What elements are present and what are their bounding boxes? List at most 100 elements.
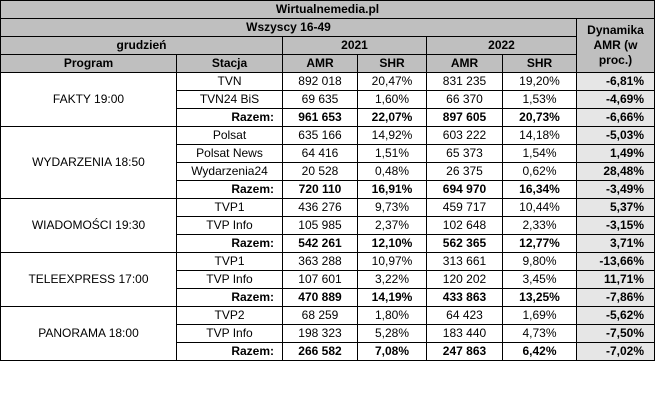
amr-2022-cell: 66 370: [426, 90, 503, 109]
table-body: FAKTY 19:00 TVN 892 018 20,47% 831 235 19,20%…: [0, 72, 655, 361]
total-shr-2022-cell: 6,42%: [502, 342, 577, 361]
dynamics-cell: -5,62%: [575, 306, 655, 325]
amr-2021-cell: 363 288: [282, 252, 358, 271]
table-row: PANORAMA 18:00 TVP2 68 259 1,80% 64 423 1,69%…: [0, 306, 655, 361]
amr-2021-cell: 635 166: [282, 126, 358, 145]
amr-2022-cell: 26 375: [426, 162, 503, 181]
total-shr-2022-cell: 20,73%: [502, 108, 577, 127]
station-cell: TVP Info: [176, 270, 283, 289]
total-amr-2022-cell: 433 863: [426, 288, 503, 307]
total-amr-2021-cell: 470 889: [282, 288, 358, 307]
shr-2021-cell: 2,37%: [357, 216, 427, 235]
amr-2021-cell: 68 259: [282, 306, 358, 325]
shr-2021-cell: 1,51%: [357, 144, 427, 163]
dynamics-cell: -3,15%: [575, 216, 655, 235]
dynamics-cell: -6,81%: [575, 72, 655, 91]
shr-2021-cell: 14,92%: [357, 126, 427, 145]
shr-2021-cell: 1,60%: [357, 90, 427, 109]
total-amr-2022-cell: 247 863: [426, 342, 503, 361]
amr-2021-cell: 20 528: [282, 162, 358, 181]
amr-2021-column-header: AMR: [282, 54, 358, 73]
amr-2022-column-header: AMR: [426, 54, 503, 73]
table-row: WIADOMOŚCI 19:30 TVP1 436 276 9,73% 459 717 1…: [0, 198, 655, 253]
dynamics-cell: 1,49%: [575, 144, 655, 163]
program-name-cell: TELEEXPRESS 17:00: [0, 252, 177, 307]
amr-2022-cell: 102 648: [426, 216, 503, 235]
amr-2021-cell: 436 276: [282, 198, 358, 217]
station-cell: TVN24 BiS: [176, 90, 283, 109]
total-amr-2022-cell: 897 605: [426, 108, 503, 127]
dynamics-cell: -5,03%: [575, 126, 655, 145]
table-row: TELEEXPRESS 17:00 TVP1 363 288 10,97% 313 66…: [0, 252, 655, 307]
shr-2021-cell: 20,47%: [357, 72, 427, 91]
year-2022-header: 2022: [426, 36, 577, 55]
total-shr-2022-cell: 12,77%: [502, 234, 577, 253]
station-column-header: Stacja: [176, 54, 283, 73]
amr-2021-cell: 69 635: [282, 90, 358, 109]
amr-2022-cell: 603 222: [426, 126, 503, 145]
total-shr-2021-cell: 22,07%: [357, 108, 427, 127]
total-label-cell: Razem:: [176, 342, 283, 361]
program-name-cell: WIADOMOŚCI 19:30: [0, 198, 177, 253]
shr-2021-cell: 5,28%: [357, 324, 427, 343]
amr-2021-cell: 892 018: [282, 72, 358, 91]
dynamics-cell: -13,66%: [575, 252, 655, 271]
shr-2022-cell: 10,44%: [502, 198, 577, 217]
amr-2021-cell: 198 323: [282, 324, 358, 343]
shr-2022-cell: 4,73%: [502, 324, 577, 343]
shr-2021-cell: 1,80%: [357, 306, 427, 325]
table-row: TVN24 BiS 69 635 1,60% 66 370 1,53% -4,69%: [1, 90, 655, 109]
table-title: Wirtualnemedia.pl: [0, 0, 655, 19]
dynamics-cell: 11,71%: [575, 270, 655, 289]
shr-2022-cell: 2,33%: [502, 216, 577, 235]
total-label-cell: Razem:: [176, 108, 283, 127]
station-cell: TVP Info: [176, 324, 283, 343]
shr-2022-cell: 1,53%: [502, 90, 577, 109]
table-row: WYDARZENIA 18:50 Polsat 635 166 14,92% 603 2…: [0, 126, 655, 199]
program-name-cell: WYDARZENIA 18:50: [0, 126, 177, 199]
total-amr-2021-cell: 961 653: [282, 108, 358, 127]
table-row: FAKTY 19:00 TVN 892 018 20,47% 831 235 19,20%…: [0, 72, 655, 127]
shr-2021-cell: 3,22%: [357, 270, 427, 289]
table-subtitle: Wszyscy 16-49: [0, 18, 577, 37]
total-dynamics-cell: -6,66%: [575, 108, 655, 127]
total-label-cell: Razem:: [176, 180, 283, 199]
amr-2022-cell: 120 202: [426, 270, 503, 289]
total-amr-2021-cell: 266 582: [282, 342, 358, 361]
amr-2021-cell: 107 601: [282, 270, 358, 289]
table-row: TVP Info 105 985 2,37% 102 648 2,33% -3,15%: [1, 216, 655, 235]
amr-2021-cell: 105 985: [282, 216, 358, 235]
shr-2022-cell: 9,80%: [502, 252, 577, 271]
shr-2022-cell: 19,20%: [502, 72, 577, 91]
total-amr-2022-cell: 694 970: [426, 180, 503, 199]
dynamics-header: Dynamika AMR (w proc.): [575, 18, 655, 73]
station-cell: TVN: [176, 72, 283, 91]
shr-2021-column-header: SHR: [357, 54, 427, 73]
station-cell: Polsat: [176, 126, 283, 145]
total-dynamics-cell: -7,86%: [575, 288, 655, 307]
amr-2022-cell: 65 373: [426, 144, 503, 163]
station-cell: TVP1: [176, 198, 283, 217]
amr-2022-cell: 64 423: [426, 306, 503, 325]
amr-2022-cell: 831 235: [426, 72, 503, 91]
dynamics-cell: 5,37%: [575, 198, 655, 217]
station-cell: TVP Info: [176, 216, 283, 235]
total-dynamics-cell: -7,02%: [575, 342, 655, 361]
total-row: Razem: 470 889 14,19% 433 863 13,25% -7,86%: [1, 288, 655, 307]
total-shr-2021-cell: 12,10%: [357, 234, 427, 253]
shr-2021-cell: 0,48%: [357, 162, 427, 181]
dynamics-cell: -4,69%: [575, 90, 655, 109]
amr-2022-cell: 313 661: [426, 252, 503, 271]
total-amr-2021-cell: 542 261: [282, 234, 358, 253]
program-name-cell: FAKTY 19:00: [0, 72, 177, 127]
amr-2022-cell: 183 440: [426, 324, 503, 343]
program-column-header: Program: [0, 54, 177, 73]
station-cell: Polsat News: [176, 144, 283, 163]
total-shr-2021-cell: 16,91%: [357, 180, 427, 199]
total-shr-2022-cell: 13,25%: [502, 288, 577, 307]
year-2021-header: 2021: [282, 36, 427, 55]
total-amr-2022-cell: 562 365: [426, 234, 503, 253]
shr-2021-cell: 10,97%: [357, 252, 427, 271]
shr-2022-cell: 3,45%: [502, 270, 577, 289]
dynamics-cell: -7,50%: [575, 324, 655, 343]
